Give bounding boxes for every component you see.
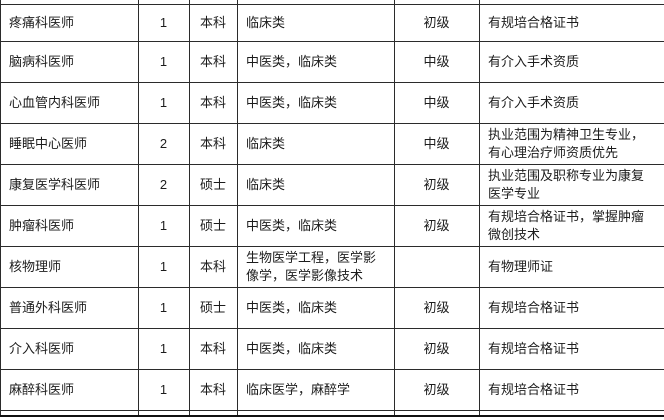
cell-count: 1 (138, 245, 190, 288)
cell-count: 1 (138, 368, 190, 411)
clipped-row-bottom (0, 409, 664, 417)
cell-level: 初级 (394, 204, 480, 247)
empty-cell (394, 409, 480, 417)
cell-count: 1 (138, 40, 190, 83)
table-row: 介入科医师 1 本科 中医类，临床类 初级 有规培合格证书 (0, 327, 664, 370)
cell-education: 本科 (189, 122, 238, 165)
cell-position: 心血管内科医师 (0, 81, 139, 124)
cell-position: 脑病科医师 (0, 40, 139, 83)
table-row: 普通外科医师 1 硕士 中医类，临床类 初级 有规培合格证书 (0, 286, 664, 329)
cell-category: 中医类，临床类 (237, 327, 395, 370)
cell-education: 硕士 (189, 286, 238, 329)
cell-education: 硕士 (189, 163, 238, 206)
cell-position: 睡眠中心医师 (0, 122, 139, 165)
cell-level (394, 245, 480, 288)
cell-requirement: 有物理师证 (479, 245, 664, 288)
cell-requirement: 执业范围为精神卫生专业，有心理治疗师资质优先 (479, 122, 664, 165)
table-row: 脑病科医师 1 本科 中医类，临床类 中级 有介入手术资质 (0, 40, 664, 83)
cell-requirement: 执业范围及职称专业为康复医学专业 (479, 163, 664, 206)
table-row: 睡眠中心医师 2 本科 临床类 中级 执业范围为精神卫生专业，有心理治疗师资质优先 (0, 122, 664, 165)
cell-requirement: 有介入手术资质 (479, 81, 664, 124)
table-row: 疼痛科医师 1 本科 临床类 初级 有规培合格证书 (0, 3, 664, 42)
cell-education: 本科 (189, 3, 238, 42)
cell-requirement: 有规培合格证书 (479, 3, 664, 42)
cell-count: 1 (138, 204, 190, 247)
cell-level: 初级 (394, 327, 480, 370)
cell-count: 2 (138, 163, 190, 206)
cell-level: 初级 (394, 163, 480, 206)
empty-cell (479, 409, 664, 417)
cell-position: 普通外科医师 (0, 286, 139, 329)
empty-cell (237, 409, 395, 417)
cell-category: 中医类，临床类 (237, 204, 395, 247)
cell-level: 中级 (394, 40, 480, 83)
empty-cell (0, 409, 139, 417)
cell-position: 肿瘤科医师 (0, 204, 139, 247)
cell-count: 1 (138, 327, 190, 370)
cell-position: 麻醉科医师 (0, 368, 139, 411)
cell-education: 本科 (189, 40, 238, 83)
cell-category: 中医类，临床类 (237, 286, 395, 329)
cell-position: 疼痛科医师 (0, 3, 139, 42)
cell-position: 介入科医师 (0, 327, 139, 370)
cell-count: 2 (138, 122, 190, 165)
cell-level: 初级 (394, 368, 480, 411)
cell-position: 康复医学科医师 (0, 163, 139, 206)
cell-education: 本科 (189, 327, 238, 370)
cell-category: 临床医学，麻醉学 (237, 368, 395, 411)
cell-position: 核物理师 (0, 245, 139, 288)
table-row: 麻醉科医师 1 本科 临床医学，麻醉学 初级 有规培合格证书 (0, 368, 664, 411)
cell-category: 临床类 (237, 122, 395, 165)
table-row: 心血管内科医师 1 本科 中医类，临床类 中级 有介入手术资质 (0, 81, 664, 124)
cell-education: 本科 (189, 81, 238, 124)
cell-requirement: 有规培合格证书 (479, 286, 664, 329)
cell-count: 1 (138, 3, 190, 42)
cell-category: 生物医学工程，医学影像学，医学影像技术 (237, 245, 395, 288)
cell-education: 本科 (189, 368, 238, 411)
empty-cell (138, 409, 190, 417)
cell-level: 中级 (394, 81, 480, 124)
cell-level: 初级 (394, 3, 480, 42)
cell-requirement: 有规培合格证书，掌握肿瘤微创技术 (479, 204, 664, 247)
cell-level: 初级 (394, 286, 480, 329)
cell-education: 本科 (189, 245, 238, 288)
empty-cell (189, 409, 238, 417)
cell-level: 中级 (394, 122, 480, 165)
cell-category: 中医类，临床类 (237, 81, 395, 124)
cell-category: 中医类，临床类 (237, 40, 395, 83)
cell-count: 1 (138, 286, 190, 329)
cell-requirement: 有规培合格证书 (479, 327, 664, 370)
cell-requirement: 有介入手术资质 (479, 40, 664, 83)
cell-requirement: 有规培合格证书 (479, 368, 664, 411)
table-row: 肿瘤科医师 1 硕士 中医类，临床类 初级 有规培合格证书，掌握肿瘤微创技术 (0, 204, 664, 247)
cell-category: 临床类 (237, 163, 395, 206)
cell-category: 临床类 (237, 3, 395, 42)
table-row: 康复医学科医师 2 硕士 临床类 初级 执业范围及职称专业为康复医学专业 (0, 163, 664, 206)
cell-count: 1 (138, 81, 190, 124)
table-row: 核物理师 1 本科 生物医学工程，医学影像学，医学影像技术 有物理师证 (0, 245, 664, 288)
cell-education: 硕士 (189, 204, 238, 247)
